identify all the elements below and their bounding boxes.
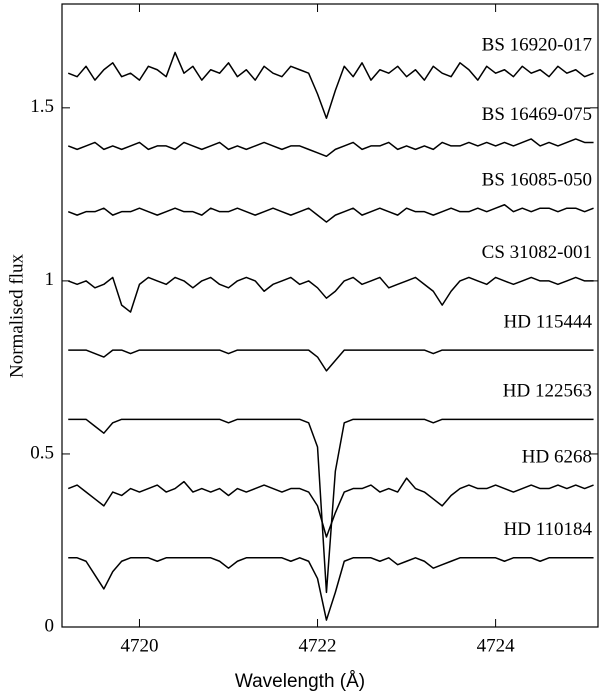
y-tick-label: 0 xyxy=(45,615,55,636)
spectrum-line xyxy=(68,349,594,372)
series-label: HD 6268 xyxy=(522,446,592,467)
x-axis-label: Wavelength (Å) xyxy=(235,671,365,692)
spectrum-line xyxy=(67,477,594,538)
y-tick-label: 1 xyxy=(45,269,55,290)
spectrum-line xyxy=(68,557,594,621)
y-tick-label: 0.5 xyxy=(30,442,54,463)
series-label: CS 31082-001 xyxy=(482,242,592,263)
series-label: HD 110184 xyxy=(504,519,593,540)
series-label: BS 16469-075 xyxy=(482,104,592,125)
spectrum-line xyxy=(67,138,594,158)
series-label: HD 115444 xyxy=(504,311,593,332)
x-tick-label: 4724 xyxy=(477,635,516,656)
spectrum-line xyxy=(67,276,594,313)
y-axis-label: Normalised flux xyxy=(6,254,27,379)
plot-frame xyxy=(61,3,599,628)
series-label: HD 122563 xyxy=(503,381,592,402)
spectrum-line xyxy=(67,203,594,223)
y-tick-label: 1.5 xyxy=(30,96,54,117)
x-tick-label: 4720 xyxy=(120,635,158,656)
x-tick-label: 4722 xyxy=(299,635,337,656)
spectrum-line xyxy=(68,418,594,594)
series-label: BS 16920-017 xyxy=(482,35,592,56)
spectrum-line xyxy=(67,51,594,119)
series-label: BS 16085-050 xyxy=(482,170,592,191)
